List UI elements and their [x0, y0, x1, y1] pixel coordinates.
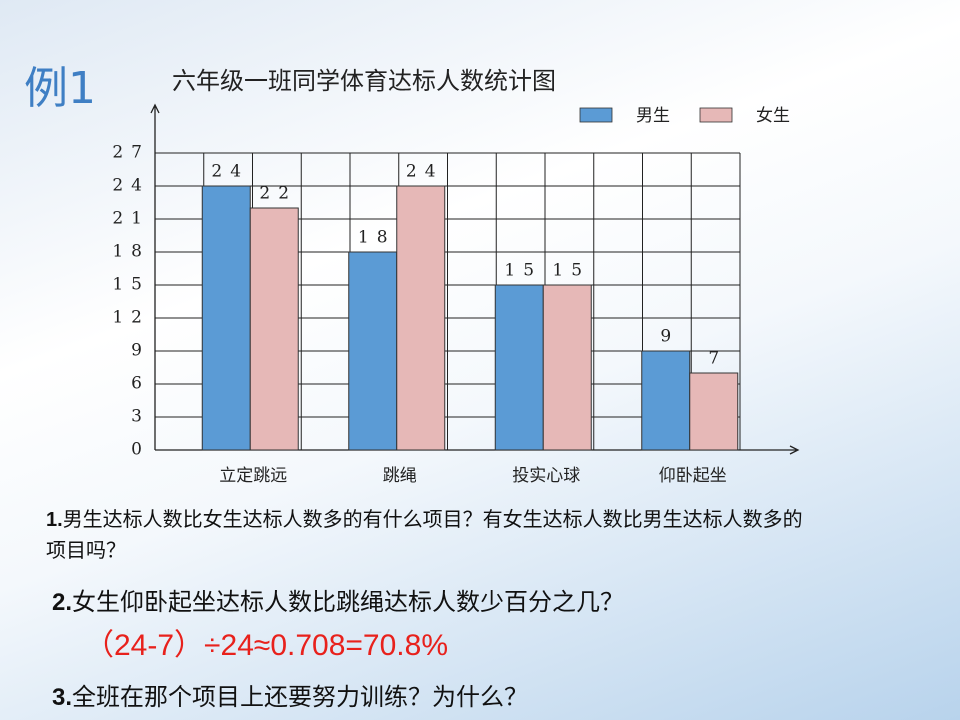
answer: （24-7）÷24≈0.708=70.8% — [84, 629, 448, 662]
legend-swatch — [699, 107, 733, 123]
value-label: 24 — [406, 162, 444, 182]
bar — [201, 185, 251, 451]
bar — [542, 284, 592, 451]
bar — [249, 207, 299, 451]
y-tick-label: 0 — [131, 440, 150, 460]
x-tick-label: 投实心球 — [512, 466, 580, 486]
question-number: 3. — [52, 684, 73, 711]
question-number: 1. — [46, 509, 63, 531]
question: 1.男生达标人数比女生达标人数多的有什么项目？有女生达标人数比男生达标人数多的项… — [46, 504, 806, 565]
x-tick-label: 立定跳远 — [219, 466, 287, 486]
bar — [641, 350, 691, 451]
chart-title: 六年级一班同学体育达标人数统计图 — [172, 67, 556, 95]
y-tick-label: 9 — [131, 341, 150, 361]
bar — [689, 372, 739, 451]
value-label: 15 — [504, 261, 542, 281]
legend-swatch — [579, 107, 613, 123]
y-tick-label: 27 — [112, 143, 150, 163]
value-label: 18 — [358, 228, 396, 248]
y-tick-label: 15 — [112, 275, 150, 295]
legend-label: 女生 — [756, 106, 790, 126]
y-tick-label: 12 — [112, 308, 150, 328]
question-text: 全班在那个项目上还要努力训练？为什么？ — [72, 683, 529, 711]
bar — [348, 251, 398, 451]
question-text: 男生达标人数比女生达标人数多的有什么项目？有女生达标人数比男生达标人数多的项目吗… — [46, 507, 803, 562]
value-label: 24 — [211, 162, 249, 182]
question: 2.女生仰卧起坐达标人数比跳绳达标人数少百分之几？ — [52, 582, 624, 617]
value-label: 9 — [660, 327, 679, 347]
question-number: 2. — [52, 589, 73, 616]
value-label: 15 — [552, 261, 590, 281]
y-axis — [150, 103, 160, 450]
bar — [494, 284, 544, 451]
y-tick-label: 6 — [131, 374, 150, 394]
bar — [396, 185, 446, 451]
y-tick-label: 21 — [112, 209, 150, 229]
legend-label: 男生 — [636, 106, 670, 126]
y-tick-label: 18 — [112, 242, 150, 262]
value-label: 22 — [259, 184, 297, 204]
question-text: 女生仰卧起坐达标人数比跳绳达标人数少百分之几？ — [72, 588, 625, 616]
example-label: 例1 — [24, 63, 96, 114]
value-label: 7 — [708, 349, 727, 369]
question: 3.全班在那个项目上还要努力训练？为什么？ — [52, 677, 528, 712]
x-tick-label: 跳绳 — [383, 466, 417, 486]
y-tick-label: 3 — [131, 407, 150, 427]
y-tick-label: 24 — [112, 176, 150, 196]
x-tick-label: 仰卧起坐 — [659, 466, 727, 486]
